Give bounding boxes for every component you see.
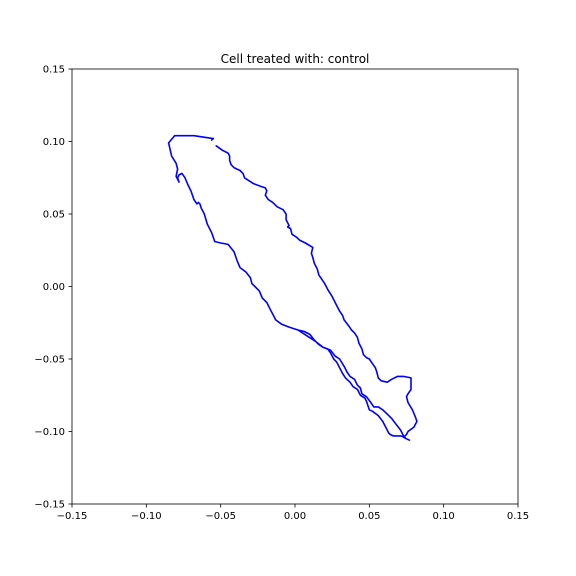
contour-line-2 bbox=[210, 137, 214, 141]
contour-line-1 bbox=[167, 134, 406, 439]
x-tick-label: 0.05 bbox=[358, 511, 380, 522]
y-tick-label: −0.15 bbox=[34, 500, 65, 511]
y-axis: 0.15 0.10 0.05 0.00 −0.05 −0.10 −0.15 bbox=[34, 65, 72, 511]
x-tick-label: 0.15 bbox=[507, 511, 529, 522]
series-layer bbox=[167, 134, 418, 442]
y-tick-label: 0.15 bbox=[43, 65, 65, 76]
x-tick-label: 0.00 bbox=[284, 511, 306, 522]
y-tick-label: 0.05 bbox=[43, 210, 65, 221]
y-tick-label: −0.10 bbox=[34, 427, 65, 438]
y-tick-label: 0.10 bbox=[43, 137, 65, 148]
contour-line-3 bbox=[215, 145, 418, 442]
x-tick-label: 0.10 bbox=[433, 511, 455, 522]
chart-title: Cell treated with: control bbox=[221, 52, 370, 66]
x-tick-label: −0.15 bbox=[57, 511, 88, 522]
y-tick-label: −0.05 bbox=[34, 355, 65, 366]
x-tick-label: −0.05 bbox=[205, 511, 236, 522]
x-tick-label: −0.10 bbox=[131, 511, 162, 522]
y-tick-label: 0.00 bbox=[43, 282, 65, 293]
x-axis: −0.15 −0.10 −0.05 0.00 0.05 0.10 0.15 bbox=[57, 504, 529, 522]
